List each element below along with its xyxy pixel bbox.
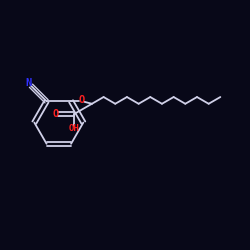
Text: N: N: [26, 78, 32, 88]
Text: O: O: [52, 109, 59, 119]
Text: OH: OH: [68, 124, 79, 134]
Text: O: O: [78, 95, 85, 105]
